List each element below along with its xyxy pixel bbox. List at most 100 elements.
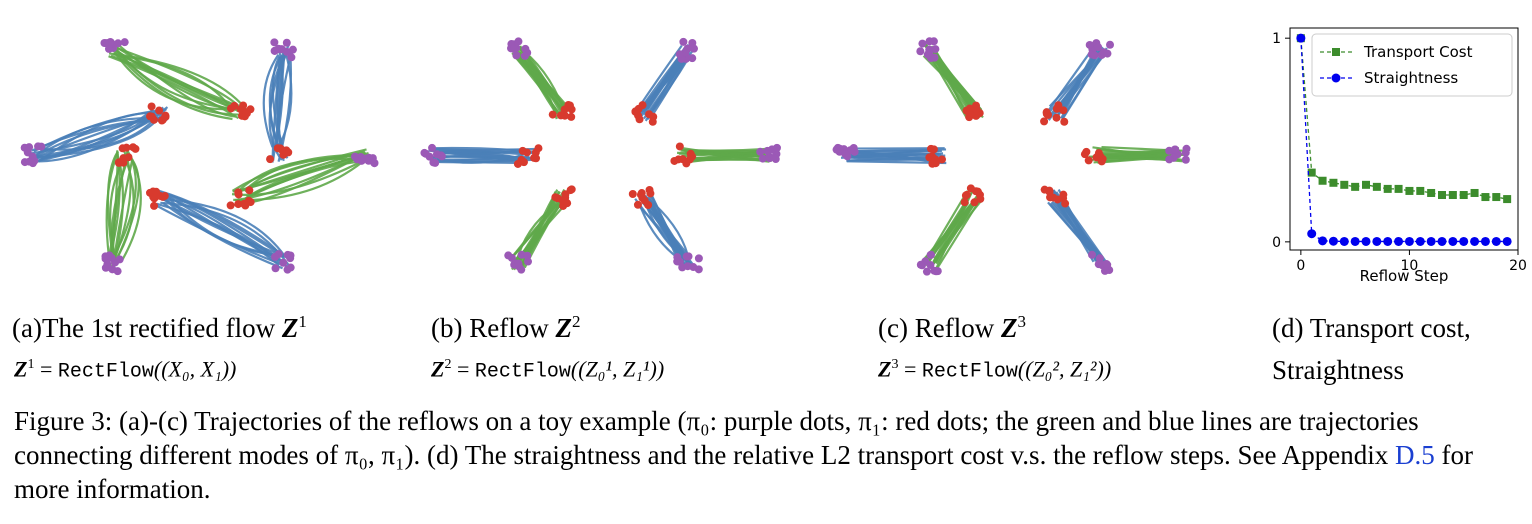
- figure-caption-text: Figure 3: (a)-(c) Trajectories of the re…: [14, 406, 1419, 470]
- chart-plot-area: [1289, 27, 1519, 251]
- pi0-dot: [288, 45, 297, 54]
- straightness-point: [1470, 236, 1480, 246]
- pi1-dot: [960, 198, 969, 207]
- pi1-dot: [965, 104, 974, 113]
- pi0-dot: [429, 158, 438, 167]
- pi0-dot: [357, 156, 366, 165]
- panel-b-symbol: Z: [555, 313, 572, 343]
- panel-a-caption: (a)The 1st rectified flow Z1: [12, 307, 307, 343]
- transport-cost-point: [1503, 195, 1512, 204]
- pi1-dot: [962, 190, 971, 199]
- pi1-dot: [628, 189, 637, 198]
- pi0-dot: [1102, 259, 1111, 268]
- trajectory-line: [634, 198, 686, 262]
- pi1-dot: [548, 110, 557, 119]
- pi0-dot: [100, 39, 109, 48]
- pi1-dot: [1045, 186, 1054, 195]
- transport-cost-point: [1492, 193, 1501, 202]
- pi0-dot: [930, 266, 939, 275]
- eq-a-lhs: Z: [14, 356, 28, 382]
- trajectory-line: [512, 202, 559, 258]
- pi0-dot: [270, 38, 279, 47]
- trajectory-line: [108, 55, 240, 120]
- trajectory-line: [277, 53, 293, 148]
- sample-dots: [420, 37, 781, 274]
- pi1-dot: [158, 192, 167, 201]
- pi0-dot: [520, 51, 529, 60]
- pi0-dot: [765, 154, 774, 163]
- transport-cost-point: [1351, 182, 1360, 191]
- trajectory-line: [111, 158, 125, 267]
- transport-cost-point: [1383, 184, 1392, 193]
- pi1-dot: [124, 153, 133, 162]
- pi1-dot: [266, 155, 275, 164]
- pi1-dot: [158, 115, 167, 124]
- pi0-dot: [509, 44, 518, 53]
- trajectory-plot-b: [420, 37, 781, 274]
- eq-c-fn: RectFlow: [921, 360, 1018, 384]
- straightness-point: [1361, 236, 1371, 246]
- pi1-dot: [649, 112, 658, 121]
- pi1-dot: [928, 159, 937, 168]
- pi1-dot: [976, 194, 985, 203]
- pi1-dot: [1040, 117, 1049, 126]
- pi1-dot: [239, 101, 248, 110]
- pi0-dot: [514, 259, 523, 268]
- panel-b-label: (b) Reflow: [431, 313, 556, 343]
- trajectory-line: [158, 189, 286, 257]
- pi1-dot: [226, 104, 235, 113]
- pi0-dot: [683, 262, 692, 271]
- trajectories: [840, 43, 1186, 271]
- eq-c-lhs: Z: [878, 356, 892, 382]
- figure-caption-suffix: for more information.: [14, 440, 1473, 504]
- pi1-dot: [567, 112, 576, 121]
- eq-b-fn: RectFlow: [474, 360, 571, 384]
- figure-caption: Figure 3: (a)-(c) Trajectories of the re…: [14, 404, 1519, 506]
- pi0-dot: [432, 150, 441, 159]
- pi1-dot: [518, 146, 527, 155]
- trajectory-line: [928, 53, 969, 120]
- pi0-dot: [108, 265, 117, 274]
- pi0-dot: [287, 53, 296, 62]
- straightness-point: [1350, 236, 1360, 246]
- trajectory-line: [1102, 153, 1178, 160]
- straightness-point: [1404, 236, 1414, 246]
- pi1-dot: [119, 158, 128, 167]
- pi0-dot: [115, 255, 124, 264]
- pi0-dot: [673, 253, 682, 262]
- trajectory-line: [160, 193, 287, 258]
- pi0-dot: [428, 143, 437, 152]
- pi1-dot: [675, 142, 684, 151]
- pi1-dot: [155, 106, 164, 115]
- pi1-dot: [1052, 113, 1061, 122]
- pi0-dot: [523, 251, 532, 260]
- pi0-dot: [918, 39, 927, 48]
- straightness-point: [1502, 236, 1512, 246]
- straightness-point: [1339, 236, 1349, 246]
- pi0-dot: [120, 38, 129, 47]
- pi1-dot: [1054, 101, 1063, 110]
- pi0-dot: [1171, 145, 1180, 154]
- trajectory-line: [105, 151, 120, 261]
- transport-cost-point: [1405, 186, 1414, 195]
- pi0-dot: [282, 47, 291, 56]
- sample-dots: [832, 37, 1191, 276]
- pi0-dot: [504, 251, 513, 260]
- pi0-dot: [106, 37, 115, 46]
- pi0-dot: [1182, 144, 1191, 153]
- pi1-dot: [1059, 190, 1068, 199]
- pi1-dot: [929, 145, 938, 154]
- trajectory-line: [929, 48, 983, 111]
- transport-cost-point: [1372, 182, 1381, 191]
- trajectory-line: [34, 108, 168, 159]
- pi1-dot: [925, 153, 934, 162]
- appendix-link[interactable]: D.5: [1395, 440, 1435, 470]
- pi1-dot: [966, 184, 975, 193]
- transport-cost-point: [1427, 188, 1436, 197]
- pi1-dot: [973, 187, 982, 196]
- eq-c-args: ((Z₀², Z₁²)): [1017, 356, 1112, 382]
- pi0-dot: [104, 44, 113, 53]
- transport-cost-point: [1470, 188, 1479, 197]
- panel-a-equation: Z1 = RectFlow((X₀, X₁)): [14, 356, 237, 384]
- transport-cost-point: [1448, 191, 1457, 200]
